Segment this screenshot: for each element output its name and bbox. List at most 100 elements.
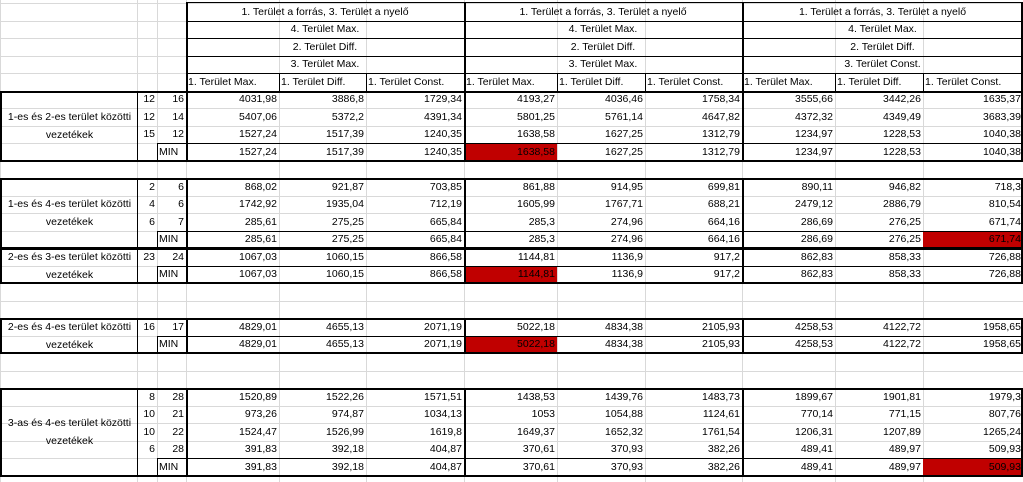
node-to-cell[interactable]: 21 (172, 408, 184, 421)
value-cell[interactable]: 1060,15 (326, 250, 364, 263)
value-cell[interactable]: 858,33 (888, 250, 921, 263)
value-cell[interactable]: 5407,06 (239, 110, 277, 123)
header-cell[interactable]: 2. Terület Diff. (570, 40, 636, 53)
min-value-cell[interactable]: 1517,39 (326, 145, 364, 158)
value-cell[interactable]: 1265,24 (983, 425, 1021, 438)
value-cell[interactable]: 276,25 (888, 215, 921, 228)
value-cell[interactable]: 1652,32 (605, 425, 643, 438)
min-value-cell[interactable]: 285,61 (244, 233, 277, 246)
value-cell[interactable]: 726,88 (988, 250, 1021, 263)
value-cell[interactable]: 1522,26 (326, 390, 364, 403)
header-cell[interactable]: 2. Terület Diff. (850, 40, 915, 53)
header-cell[interactable]: 1. Terület a forrás, 3. Terület a nyelő (798, 5, 967, 18)
value-cell[interactable]: 866,58 (429, 250, 462, 263)
min-value-cell[interactable]: 404,87 (429, 460, 462, 473)
value-cell[interactable]: 1234,97 (795, 128, 833, 141)
group-label[interactable]: 2-es és 3-es terület közötti vezetékek (7, 250, 132, 281)
min-value-cell[interactable]: 862,83 (800, 268, 833, 281)
node-to-cell[interactable]: 28 (172, 443, 184, 456)
min-label[interactable]: MIN (159, 338, 179, 351)
value-cell[interactable]: 917,2 (713, 250, 740, 263)
node-from-cell[interactable]: 12 (143, 93, 155, 106)
value-cell[interactable]: 1240,35 (424, 128, 462, 141)
min-value-cell[interactable]: 665,84 (429, 233, 462, 246)
value-cell[interactable]: 1144,81 (517, 250, 555, 263)
value-cell[interactable]: 973,26 (244, 408, 277, 421)
node-to-cell[interactable]: 7 (178, 215, 184, 228)
value-cell[interactable]: 807,76 (988, 408, 1021, 421)
header-cell[interactable]: 4. Terület Max. (290, 23, 360, 36)
value-cell[interactable]: 382,26 (707, 443, 740, 456)
min-value-cell[interactable]: 1627,25 (605, 145, 643, 158)
value-cell[interactable]: 1206,31 (795, 425, 833, 438)
value-cell[interactable]: 285,61 (244, 215, 277, 228)
value-cell[interactable]: 1958,65 (983, 320, 1021, 333)
min-label[interactable]: MIN (159, 268, 179, 281)
value-cell[interactable]: 699,81 (707, 180, 740, 193)
node-from-cell[interactable]: 23 (143, 250, 155, 263)
value-cell[interactable]: 1742,92 (239, 198, 277, 211)
value-cell[interactable]: 868,02 (244, 180, 277, 193)
min-label[interactable]: MIN (159, 460, 179, 473)
node-from-cell[interactable]: 15 (143, 128, 155, 141)
min-value-cell[interactable]: 1240,35 (424, 145, 462, 158)
min-label[interactable]: MIN (159, 233, 179, 246)
min-value-cell[interactable]: 391,83 (244, 460, 277, 473)
value-cell[interactable]: 404,87 (429, 443, 462, 456)
min-value-cell[interactable]: 2071,19 (424, 338, 462, 351)
value-cell[interactable]: 1207,89 (883, 425, 921, 438)
value-cell[interactable]: 5801,25 (517, 110, 555, 123)
node-to-cell[interactable]: 17 (172, 320, 184, 333)
header-cell[interactable]: 4. Terület Max. (568, 23, 638, 36)
value-cell[interactable]: 275,25 (331, 215, 364, 228)
column-header-cell[interactable]: 1. Terület Const. (925, 75, 1002, 88)
min-value-cell[interactable]: 370,93 (610, 460, 643, 473)
value-cell[interactable]: 1649,37 (517, 425, 555, 438)
value-cell[interactable]: 664,16 (707, 215, 740, 228)
group-label[interactable]: 2-es és 4-es terület közötti vezetékek (7, 320, 132, 351)
value-cell[interactable]: 861,88 (522, 180, 555, 193)
value-cell[interactable]: 4122,72 (883, 320, 921, 333)
value-cell[interactable]: 3886,8 (331, 93, 364, 106)
value-cell[interactable]: 391,83 (244, 443, 277, 456)
min-value-cell[interactable]: 275,25 (331, 233, 364, 246)
value-cell[interactable]: 4031,98 (239, 93, 277, 106)
value-cell[interactable]: 1761,54 (702, 425, 740, 438)
min-value-cell[interactable]: 4258,53 (795, 338, 833, 351)
value-cell[interactable]: 489,41 (800, 443, 833, 456)
value-cell[interactable]: 1627,25 (605, 128, 643, 141)
value-cell[interactable]: 1034,13 (424, 408, 462, 421)
min-value-cell-highlighted[interactable]: 671,74 (923, 231, 1023, 248)
value-cell[interactable]: 1729,34 (424, 93, 462, 106)
value-cell[interactable]: 4349,49 (883, 110, 921, 123)
value-cell[interactable]: 770,14 (800, 408, 833, 421)
min-value-cell[interactable]: 274,96 (610, 233, 643, 246)
node-to-cell[interactable]: 6 (178, 180, 184, 193)
value-cell[interactable]: 370,93 (610, 443, 643, 456)
node-from-cell[interactable]: 8 (149, 390, 155, 403)
min-value-cell[interactable]: 1228,53 (883, 145, 921, 158)
node-to-cell[interactable]: 12 (172, 128, 184, 141)
min-value-cell[interactable]: 1312,79 (702, 145, 740, 158)
value-cell[interactable]: 1526,99 (326, 425, 364, 438)
value-cell[interactable]: 1899,67 (795, 390, 833, 403)
value-cell[interactable]: 4372,32 (795, 110, 833, 123)
value-cell[interactable]: 1439,76 (605, 390, 643, 403)
value-cell[interactable]: 703,85 (429, 180, 462, 193)
min-value-cell[interactable]: 726,88 (988, 268, 1021, 281)
value-cell[interactable]: 4647,82 (702, 110, 740, 123)
value-cell[interactable]: 2071,19 (424, 320, 462, 333)
value-cell[interactable]: 1312,79 (702, 128, 740, 141)
min-value-cell[interactable]: 392,18 (331, 460, 364, 473)
node-from-cell[interactable]: 10 (143, 408, 155, 421)
column-header-cell[interactable]: 1. Terület Const. (368, 75, 445, 88)
header-cell[interactable]: 3. Terület Const. (844, 58, 921, 71)
value-cell[interactable]: 1520,89 (239, 390, 277, 403)
min-value-cell[interactable]: 4655,13 (326, 338, 364, 351)
value-cell[interactable]: 1228,53 (883, 128, 921, 141)
value-cell[interactable]: 810,54 (988, 198, 1021, 211)
min-value-cell[interactable]: 2105,93 (702, 338, 740, 351)
value-cell[interactable]: 771,15 (888, 408, 921, 421)
group-label[interactable]: 1-es és 2-es terület közötti vezetékek (7, 111, 132, 141)
min-value-cell[interactable]: 382,26 (707, 460, 740, 473)
